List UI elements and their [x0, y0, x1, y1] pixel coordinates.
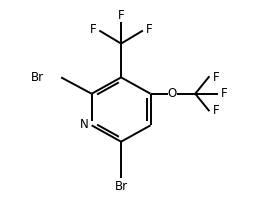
Text: N: N — [80, 118, 89, 131]
Text: Br: Br — [31, 71, 44, 84]
Text: F: F — [221, 87, 228, 100]
Text: O: O — [168, 87, 177, 100]
Text: F: F — [146, 23, 153, 36]
Text: F: F — [89, 23, 96, 36]
Text: F: F — [118, 9, 124, 22]
Text: Br: Br — [115, 180, 128, 193]
Text: F: F — [213, 104, 219, 117]
Text: F: F — [213, 71, 219, 84]
